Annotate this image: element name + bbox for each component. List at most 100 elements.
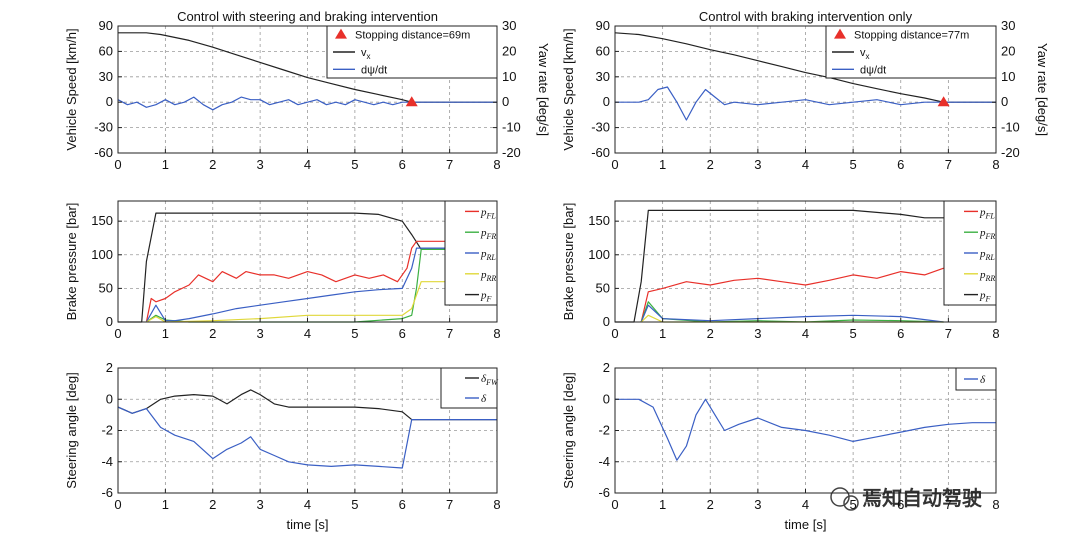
y-tick-label: 90 bbox=[99, 18, 113, 33]
y-axis-label: Vehicle Speed [km/h] bbox=[561, 28, 576, 150]
x-tick-label: 0 bbox=[114, 157, 121, 172]
y2-tick-label: 20 bbox=[502, 43, 516, 58]
x-tick-label: 1 bbox=[162, 497, 169, 512]
y2-tick-label: 10 bbox=[502, 69, 516, 84]
x-tick-label: 8 bbox=[992, 157, 999, 172]
x-tick-label: 7 bbox=[945, 157, 952, 172]
legend-label: pF bbox=[480, 290, 492, 304]
series-line-yellow bbox=[146, 281, 497, 323]
x-tick-label: 8 bbox=[992, 497, 999, 512]
legend-label: Stopping distance=69m bbox=[355, 30, 470, 42]
x-axis-label: time [s] bbox=[785, 517, 827, 532]
y-axis-label: Vehicle Speed [km/h] bbox=[64, 28, 79, 150]
y2-axis-label: Yaw rate [deg/s] bbox=[536, 43, 551, 136]
panel-left-steer: 0 1 2 3 4 5 6 7 8 2 0 -2 -4 -6 Steering angle [deg] tim… bbox=[64, 360, 501, 532]
series-line-black bbox=[614, 32, 996, 103]
legend-label-subscript: RL bbox=[486, 253, 497, 262]
x-tick-label: 1 bbox=[659, 326, 666, 341]
x-axis-label: time [s] bbox=[287, 517, 329, 532]
chart-title: Control with braking intervention only bbox=[699, 9, 913, 24]
x-tick-label: 7 bbox=[446, 157, 453, 172]
x-tick-label: 4 bbox=[304, 497, 311, 512]
y2-tick-label: -20 bbox=[502, 145, 521, 160]
x-tick-label: 7 bbox=[446, 326, 453, 341]
x-tick-label: 1 bbox=[162, 157, 169, 172]
x-tick-label: 6 bbox=[897, 497, 904, 512]
series-line-red bbox=[640, 267, 944, 323]
y2-tick-label: 0 bbox=[502, 94, 509, 109]
y2-tick-label: -10 bbox=[1001, 120, 1020, 135]
y-axis-label: Brake pressure [bar] bbox=[561, 203, 576, 321]
x-tick-label: 6 bbox=[399, 497, 406, 512]
y-tick-label: 30 bbox=[99, 69, 113, 84]
x-tick-label: 2 bbox=[209, 497, 216, 512]
x-tick-label: 3 bbox=[257, 326, 264, 341]
x-tick-label: 5 bbox=[850, 326, 857, 341]
x-tick-label: 5 bbox=[351, 157, 358, 172]
x-tick-label: 4 bbox=[304, 157, 311, 172]
y-tick-label: -6 bbox=[598, 485, 610, 500]
y2-tick-label: 20 bbox=[1001, 43, 1015, 58]
y-tick-label: 50 bbox=[99, 280, 113, 295]
y2-tick-label: 30 bbox=[502, 18, 516, 33]
legend-label: δ bbox=[481, 393, 487, 405]
x-tick-label: 6 bbox=[399, 157, 406, 172]
series-line-black bbox=[117, 389, 497, 421]
series-line-blue bbox=[145, 247, 497, 323]
legend-label: dψ/dt bbox=[361, 64, 387, 76]
x-tick-label: 3 bbox=[754, 326, 761, 341]
legend-label: vx bbox=[860, 47, 870, 61]
series-line-green bbox=[146, 248, 497, 323]
y-tick-label: 2 bbox=[106, 360, 113, 375]
legend-label-subscript: FW bbox=[485, 378, 499, 387]
x-tick-label: 8 bbox=[493, 497, 500, 512]
y2-tick-label: 10 bbox=[1001, 69, 1015, 84]
legend-box bbox=[326, 25, 498, 79]
x-tick-label: 4 bbox=[304, 326, 311, 341]
x-tick-label: 3 bbox=[754, 497, 761, 512]
legend-label: pF bbox=[979, 290, 991, 304]
y-tick-label: 50 bbox=[596, 280, 610, 295]
y-axis-label: Steering angle [deg] bbox=[64, 372, 79, 488]
legend-label-subscript: FL bbox=[985, 211, 996, 220]
x-tick-label: 3 bbox=[754, 157, 761, 172]
legend-label: Stopping distance=77m bbox=[854, 30, 969, 42]
x-tick-label: 1 bbox=[162, 326, 169, 341]
series-line-black bbox=[118, 212, 497, 323]
x-tick-label: 6 bbox=[897, 157, 904, 172]
x-tick-label: 6 bbox=[897, 326, 904, 341]
legend-label-subscript: RR bbox=[486, 274, 497, 283]
y-tick-label: 0 bbox=[106, 391, 113, 406]
legend: Stopping distance=77m vx dψ/dt bbox=[825, 25, 997, 79]
watermark: 焉知自动驾驶 bbox=[830, 486, 982, 511]
chart-title: Control with steering and braking interv… bbox=[177, 9, 438, 24]
wechat-icon-inner bbox=[843, 495, 859, 511]
y-tick-label: -30 bbox=[94, 120, 113, 135]
legend: Stopping distance=69m vx dψ/dt bbox=[326, 25, 498, 79]
x-tick-label: 8 bbox=[493, 157, 500, 172]
x-tick-label: 7 bbox=[945, 326, 952, 341]
legend-label-subscript: x bbox=[866, 52, 870, 61]
y-tick-label: -6 bbox=[101, 485, 113, 500]
y-tick-label: 0 bbox=[603, 314, 610, 329]
series-line-blue bbox=[117, 406, 497, 469]
x-tick-label: 2 bbox=[707, 157, 714, 172]
y-tick-label: -30 bbox=[591, 120, 610, 135]
legend-label-subscript: FR bbox=[985, 232, 996, 241]
y-tick-label: -4 bbox=[598, 454, 610, 469]
y-tick-label: 0 bbox=[603, 391, 610, 406]
y-tick-label: -60 bbox=[94, 145, 113, 160]
series-line-blue bbox=[117, 96, 497, 111]
panel-right-speed: 0 1 2 3 4 5 6 7 8 90 60 30 0 -30 -60 30 20 10 0 -10 -20 Contr… bbox=[561, 9, 1050, 172]
x-tick-label: 3 bbox=[257, 497, 264, 512]
y-axis-label: Brake pressure [bar] bbox=[64, 203, 79, 321]
x-tick-label: 5 bbox=[351, 326, 358, 341]
x-tick-label: 0 bbox=[611, 497, 618, 512]
x-tick-label: 0 bbox=[114, 497, 121, 512]
y-tick-label: 100 bbox=[91, 247, 113, 262]
series-line-blue bbox=[640, 304, 944, 323]
watermark-text: 焉知自动驾驶 bbox=[862, 486, 982, 510]
